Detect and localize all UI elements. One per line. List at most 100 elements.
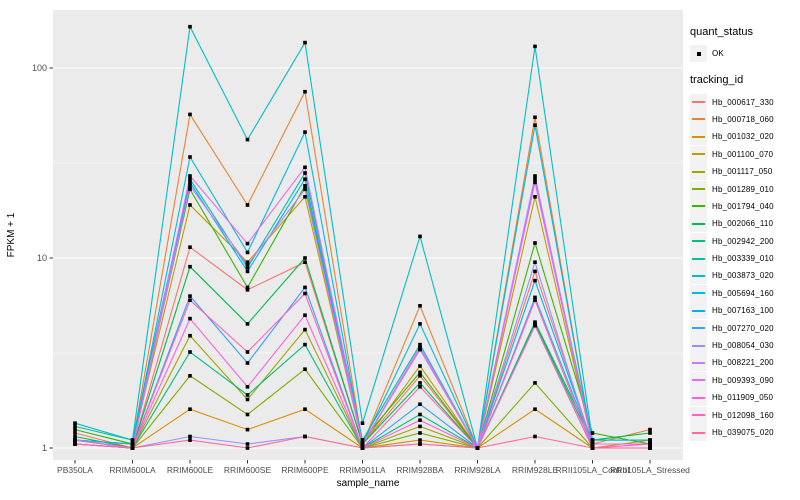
line-symbol-icon <box>692 153 705 156</box>
data-point <box>418 364 422 368</box>
data-point <box>418 342 422 347</box>
data-point <box>188 180 192 185</box>
legend-item-label: Hb_007270_020 <box>712 323 774 333</box>
line-symbol-icon <box>692 414 705 417</box>
legend-key-box <box>690 250 707 268</box>
data-point <box>648 446 652 450</box>
legend-key-box <box>690 389 707 407</box>
quant-status-legend-item: OK <box>690 45 800 63</box>
line-symbol-icon <box>692 170 705 173</box>
legend-item-Hb_005694_160: Hb_005694_160 <box>690 284 800 302</box>
legend-key-box <box>690 354 707 372</box>
data-point <box>590 438 595 442</box>
data-point <box>590 431 595 435</box>
data-point <box>245 265 250 270</box>
data-point <box>533 44 537 49</box>
data-point <box>245 250 250 255</box>
fpkm-line-chart: 1 10 100 PB350LA RRIM600LA RRIM600LE RRIM600SE… <box>6 10 690 489</box>
data-point <box>418 418 422 422</box>
line-symbol-icon <box>692 396 705 399</box>
data-point <box>533 434 537 439</box>
data-point <box>533 174 537 178</box>
data-point <box>245 263 250 267</box>
data-point <box>245 322 250 326</box>
data-point <box>245 260 250 264</box>
data-point <box>418 385 422 389</box>
data-point <box>418 431 422 435</box>
legend-item-Hb_039075_020: Hb_039075_020 <box>690 424 800 441</box>
data-point <box>303 367 307 371</box>
data-point <box>418 381 422 385</box>
legend-item-label: Hb_007163_100 <box>712 306 774 316</box>
data-point <box>533 278 537 283</box>
y-tick-label: 100 <box>32 63 47 73</box>
data-point <box>303 327 307 332</box>
data-point <box>303 434 307 439</box>
tracking-id-legend-title: tracking_id <box>690 74 744 87</box>
data-point <box>130 442 135 446</box>
legend-item-Hb_009393_090: Hb_009393_090 <box>690 371 800 389</box>
x-tick-label: PB350LA <box>57 465 93 475</box>
data-point <box>303 89 307 94</box>
x-tick-label: RRII105LA_Stressed <box>610 465 690 475</box>
data-point <box>648 438 652 442</box>
data-point <box>303 313 307 317</box>
data-point <box>533 323 537 328</box>
data-point <box>245 412 250 417</box>
data-point <box>303 256 307 260</box>
data-point <box>533 241 537 245</box>
legend-item-label: Hb_000617_330 <box>712 97 774 107</box>
data-point <box>73 421 77 425</box>
y-axis-title: FPKM + 1 <box>6 212 17 257</box>
line-symbol-icon <box>692 327 705 330</box>
data-point <box>245 350 250 354</box>
data-point <box>360 438 365 442</box>
y-tick-label: 10 <box>37 253 47 263</box>
data-point <box>648 442 652 446</box>
quant-status-legend-title: quant_status <box>690 26 753 38</box>
x-tick-label: RRIM600SE <box>224 465 272 475</box>
legend-key-box <box>690 163 707 181</box>
data-point <box>188 434 192 439</box>
legend-key-box <box>690 371 707 389</box>
data-point <box>533 260 537 264</box>
data-point <box>73 431 77 435</box>
legend-item-label: Hb_005694_160 <box>712 288 774 298</box>
data-point <box>188 350 192 354</box>
x-tick-label: RRIM928BA <box>396 465 444 475</box>
data-point <box>303 342 307 347</box>
legend-item-label: Hb_009393_090 <box>712 375 774 385</box>
legend-item-label: Hb_012098_160 <box>712 410 774 420</box>
data-point <box>475 446 480 450</box>
data-point <box>73 427 77 432</box>
legend-key-box <box>690 128 707 146</box>
legend-item-Hb_001100_070: Hb_001100_070 <box>690 145 800 163</box>
legend-item-label: Hb_011909_050 <box>712 393 774 403</box>
x-tick-label: RRIM600LA <box>109 465 156 475</box>
legend-key-box <box>690 215 707 233</box>
data-point <box>533 381 537 385</box>
line-symbol-icon <box>692 361 705 364</box>
data-point <box>303 187 307 192</box>
data-point <box>303 177 307 181</box>
data-point <box>188 24 192 29</box>
data-point <box>533 180 537 185</box>
line-symbol-icon <box>692 292 705 295</box>
legend-item-label: Hb_000718_060 <box>712 114 774 124</box>
plot-panel <box>53 10 683 460</box>
data-point <box>245 427 250 432</box>
data-point <box>418 370 422 375</box>
data-point <box>245 203 250 207</box>
legend-item-Hb_008221_200: Hb_008221_200 <box>690 354 800 372</box>
data-point <box>303 291 307 296</box>
legend-item-Hb_002942_200: Hb_002942_200 <box>690 232 800 250</box>
legend-item-Hb_007270_020: Hb_007270_020 <box>690 319 800 337</box>
data-point <box>533 177 537 181</box>
legend-key-box <box>690 180 707 198</box>
data-point <box>245 288 250 292</box>
legend-item-label: Hb_003339_010 <box>712 254 774 264</box>
y-tick-label: 1 <box>42 443 47 453</box>
legend-item-label: Hb_008054_030 <box>712 341 774 351</box>
legend-key-box <box>690 406 707 424</box>
legend-item-label: Hb_002066_110 <box>712 219 774 229</box>
